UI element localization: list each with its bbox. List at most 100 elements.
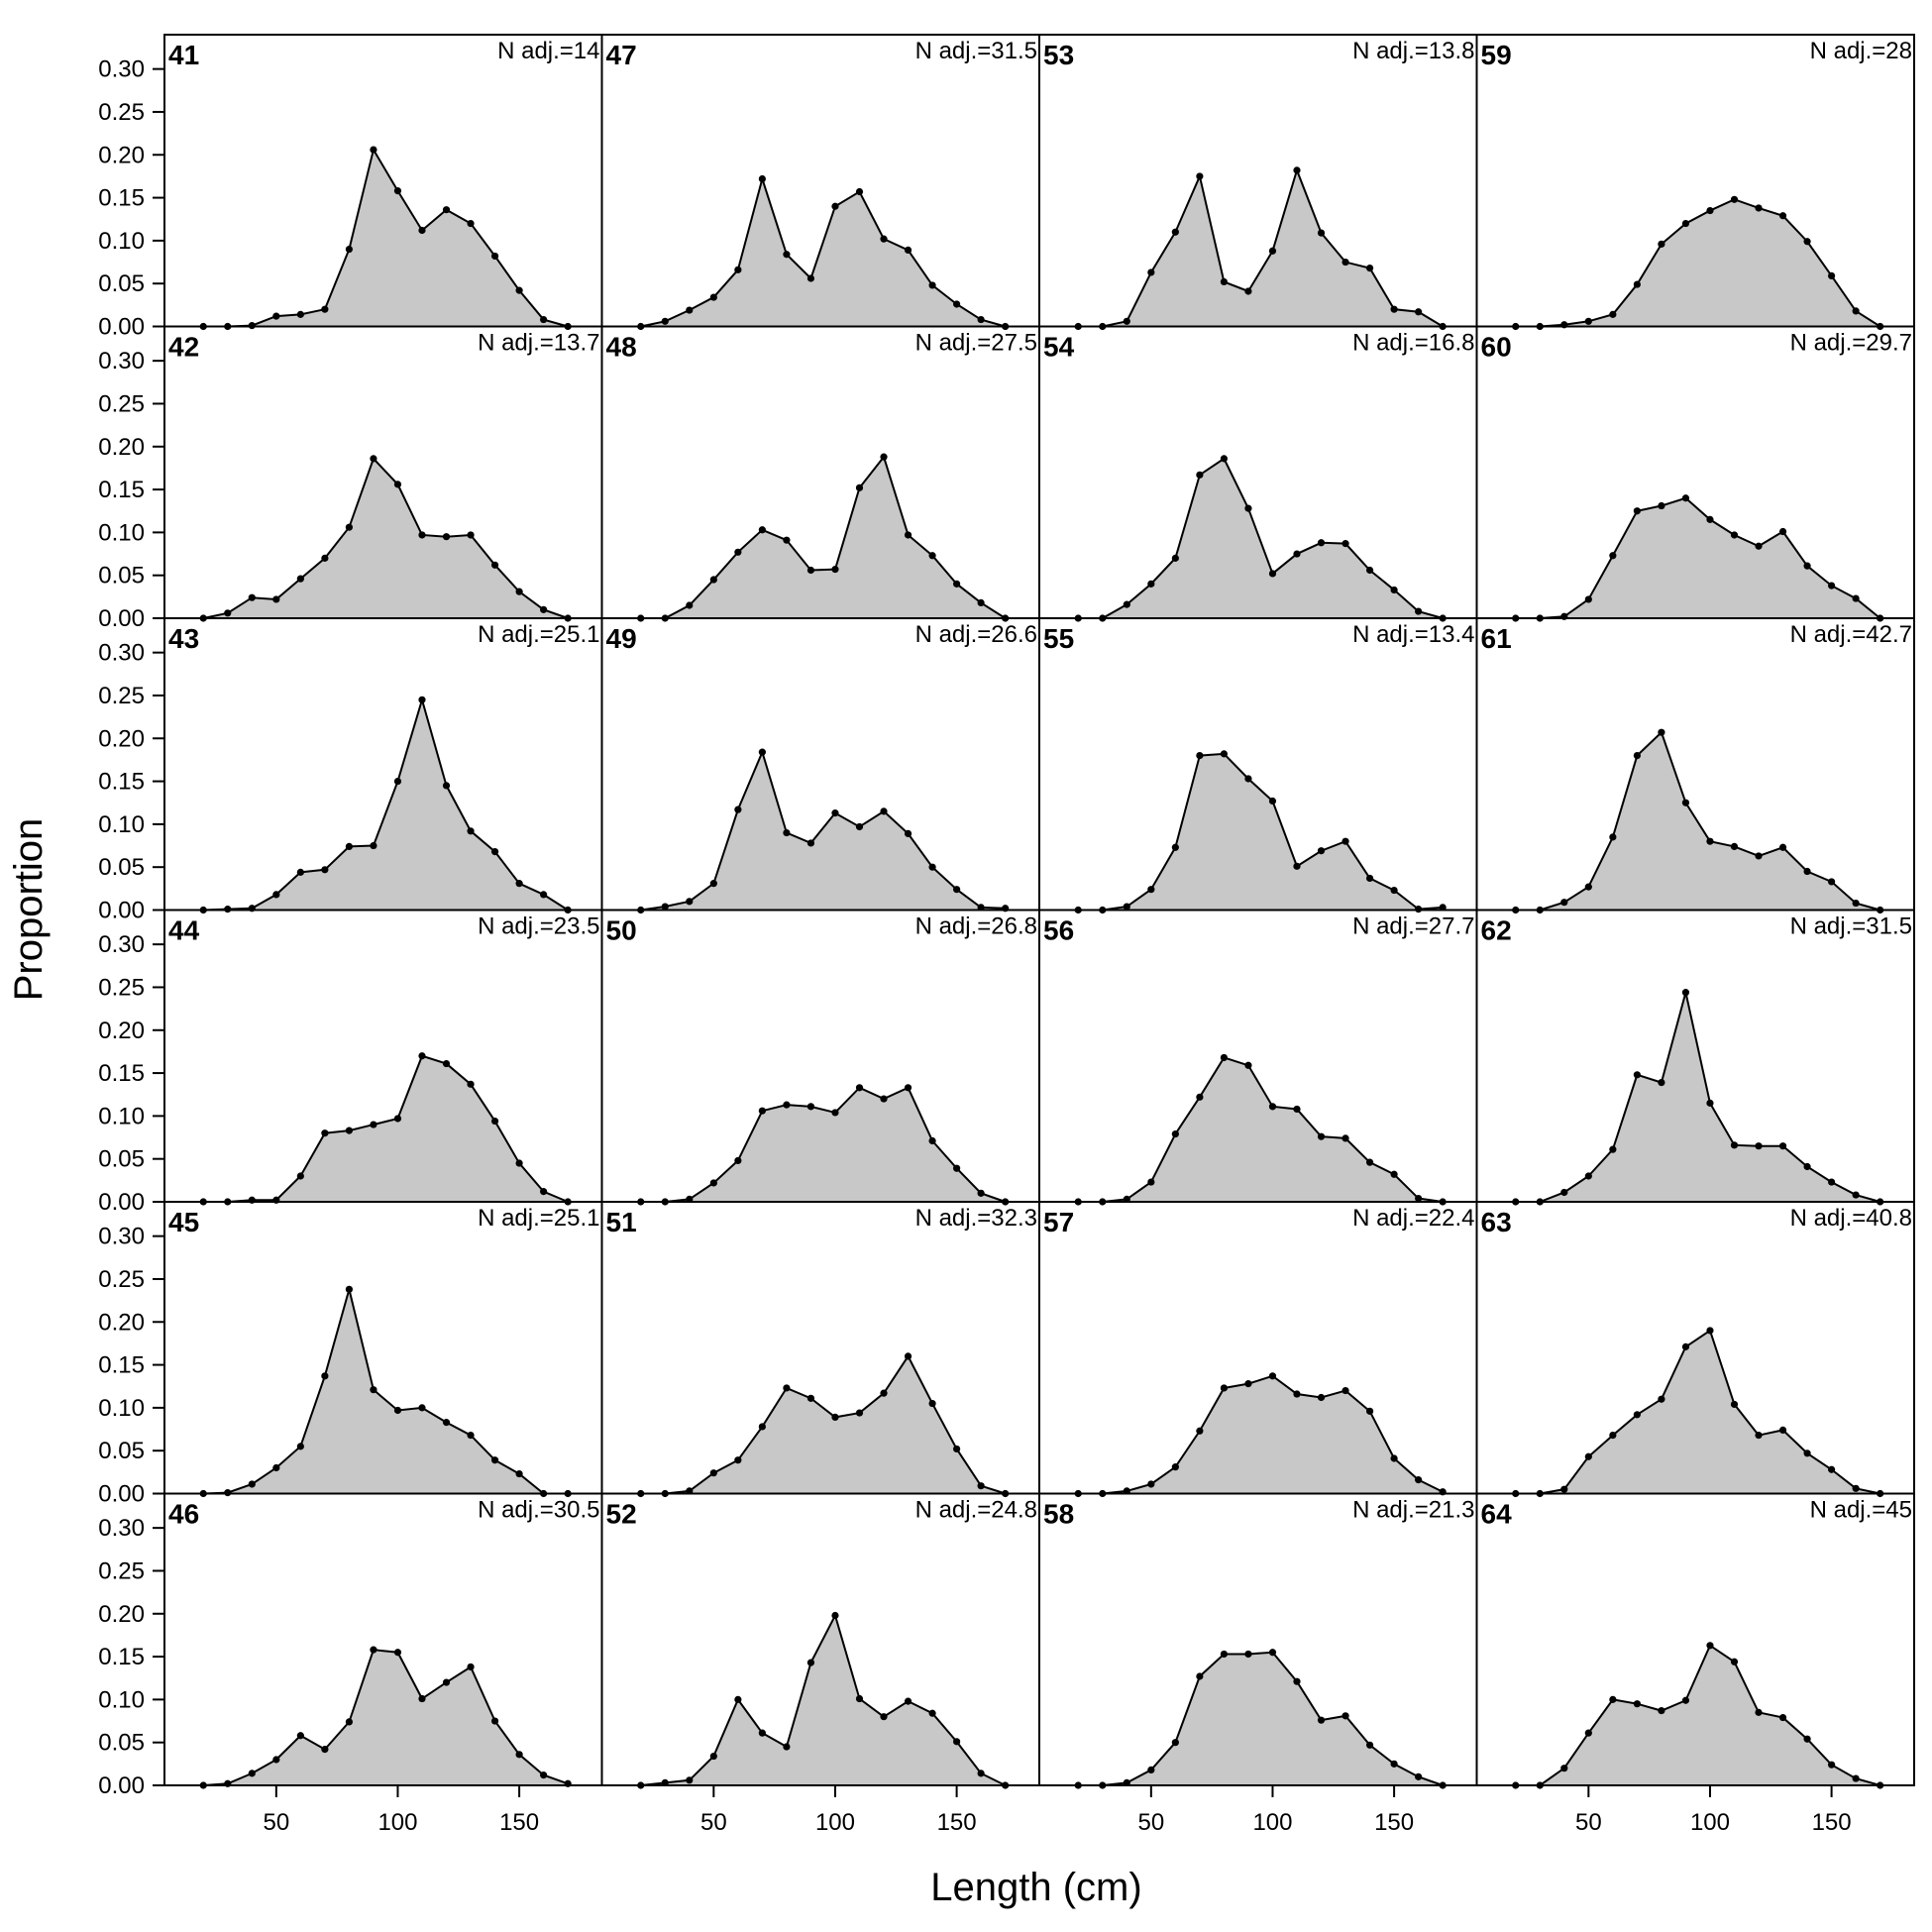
data-point [1171,554,1179,562]
data-point [540,315,548,324]
data-point [928,281,936,289]
panel-57-area [1078,1375,1444,1494]
y-tick-label: 0.05 [98,563,145,590]
data-point [1342,1386,1349,1395]
data-point [418,696,426,703]
data-point [953,1164,961,1172]
data-point [345,523,354,531]
panel-53-line [1078,166,1444,328]
data-point [1778,1713,1787,1722]
data-point [467,1080,475,1088]
data-point [393,1115,402,1123]
data-point [1803,238,1811,246]
panel-64: 64 N adj.=45 [1475,1492,1915,1789]
data-point [1390,1760,1398,1768]
data-point [1317,1132,1326,1140]
panel-63-line [1515,1329,1880,1495]
x-tick-label: 100 [815,1809,855,1836]
data-point [1852,1191,1860,1199]
data-point [1778,1426,1787,1434]
data-point [1852,307,1860,315]
data-point [490,252,499,261]
data-point [467,1432,475,1440]
y-tick-label: 0.15 [98,1352,145,1379]
panel-49-area [640,752,1006,911]
panel-50-area [640,1087,1006,1202]
panel-46-area [203,1650,569,1785]
data-point [1681,1342,1690,1350]
data-point [1755,1142,1763,1150]
data-point [686,306,694,314]
panel-54: 54 N adj.=16.8 [1038,325,1478,622]
data-point [515,286,523,294]
data-point [1415,1194,1423,1203]
data-point [758,1423,766,1431]
data-point [1803,1162,1811,1171]
data-point [1730,1141,1739,1149]
data-point [1365,265,1374,272]
data-point [1123,600,1130,608]
panel-47-n-label: N adj.=31.5 [915,38,1037,64]
data-point [1560,1485,1568,1493]
panel-53-n-label: N adj.=13.8 [1352,38,1474,64]
panel-44-area [203,1055,569,1202]
data-point [686,1776,694,1784]
panel-63-n-label: N adj.=40.8 [1790,1205,1912,1232]
data-point [1633,507,1641,515]
data-point [928,552,936,560]
panel-48-line [640,455,1007,619]
x-tick-label: 50 [700,1809,727,1836]
data-point [806,566,815,575]
data-point [442,206,451,214]
data-point [1415,1476,1423,1484]
data-point [490,1717,499,1725]
data-point [1171,1129,1179,1138]
data-point [1196,1427,1204,1435]
panel-41-n-label: N adj.=14 [497,38,599,64]
data-point [1244,1650,1252,1659]
data-point [855,187,864,196]
data-point [1584,883,1592,891]
panel-44-line [203,1054,569,1203]
data-point [855,483,864,491]
data-point [855,1409,864,1417]
data-point [418,1052,426,1060]
data-point [321,554,329,562]
data-point [1706,1099,1714,1107]
data-point [467,531,475,539]
data-point [1220,277,1229,286]
panel-48-area [640,457,1006,618]
data-point [1220,1053,1229,1062]
data-point [1633,751,1641,760]
data-point [1828,582,1836,590]
data-point [1293,166,1301,174]
y-tick-label: 0.05 [98,1438,145,1464]
data-point [1147,268,1155,276]
data-point [1755,1708,1763,1716]
data-point [1196,1093,1204,1101]
data-point [1220,455,1229,463]
data-point [1828,878,1836,886]
data-point [1609,1432,1617,1440]
panel-55-n-label: N adj.=13.4 [1352,621,1474,648]
data-point [296,310,304,318]
data-point [1658,1707,1665,1715]
data-point [783,828,791,837]
x-tick-label: 150 [937,1809,977,1836]
data-point [806,1394,815,1402]
data-point [1681,494,1690,502]
data-point [442,1059,451,1068]
data-point [734,1156,742,1165]
data-point [1560,1765,1568,1772]
data-point [1317,1393,1326,1402]
data-point [1196,1672,1204,1680]
data-point [904,1352,912,1360]
y-tick-label: 0.05 [98,854,145,881]
data-point [321,1129,329,1137]
data-point [1365,566,1374,575]
panel-53-area [1078,169,1444,327]
panel-54-n-label: N adj.=16.8 [1352,330,1474,357]
y-tick-label: 0.25 [98,1557,145,1584]
data-point [1828,1761,1836,1769]
data-point [880,453,888,461]
